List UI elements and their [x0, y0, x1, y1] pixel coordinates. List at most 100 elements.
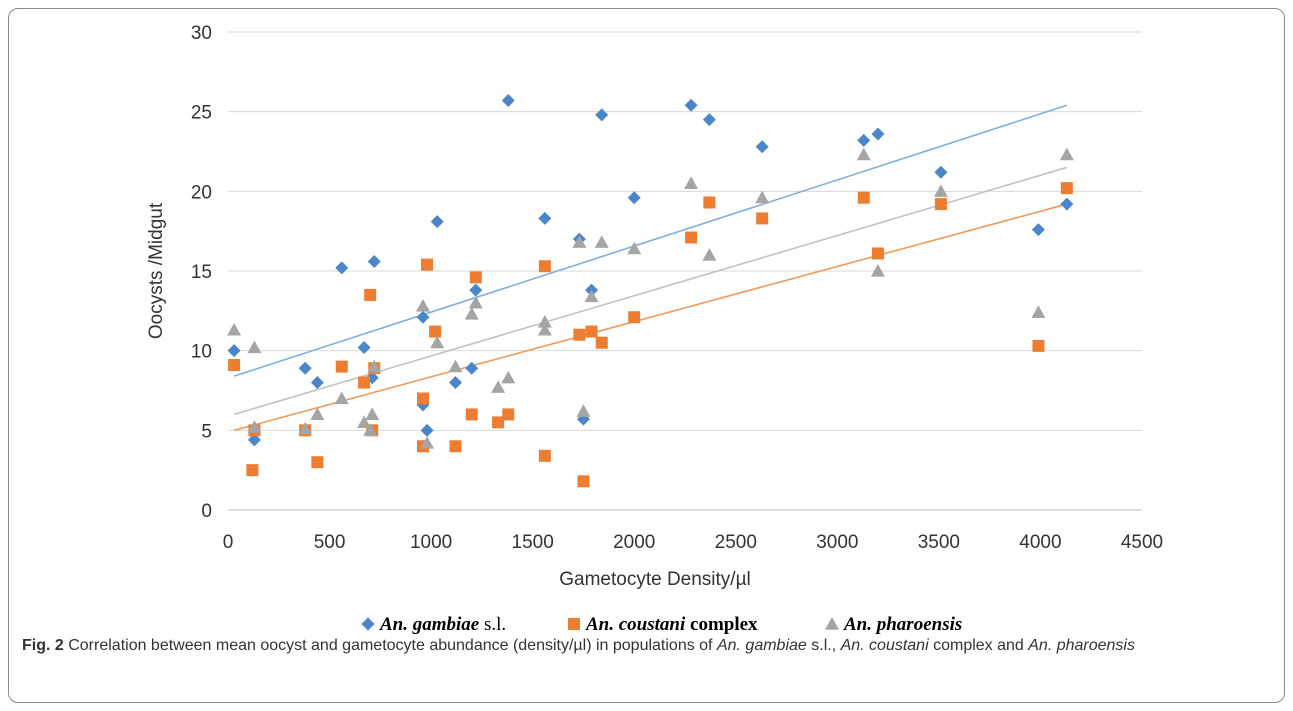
data-point: [595, 336, 608, 349]
legend-entry: An. coustani complex: [585, 614, 758, 635]
data-point: [1031, 223, 1045, 237]
data-point: [358, 376, 371, 389]
data-point: [357, 415, 372, 428]
data-point: [755, 140, 769, 154]
data-point: [684, 98, 698, 112]
data-point: [537, 314, 552, 328]
caption-text-2: s.l.,: [806, 637, 841, 654]
data-point: [573, 328, 586, 341]
data-point: [415, 299, 430, 312]
data-point: [934, 198, 947, 211]
data-point: [365, 407, 380, 420]
data-point: [585, 325, 598, 338]
legend-entry-italic: An. pharoensis: [843, 614, 962, 635]
data-point: [702, 113, 716, 127]
data-point: [357, 340, 371, 354]
data-point: [627, 191, 641, 205]
figure-frame: [8, 8, 1285, 703]
data-point: [492, 416, 505, 429]
data-point: [421, 258, 434, 271]
data-point: [363, 423, 378, 436]
data-point: [429, 325, 442, 338]
y-tick-label: 25: [191, 103, 212, 124]
data-point: [416, 310, 430, 324]
data-point: [501, 370, 516, 384]
data-point: [703, 196, 716, 209]
data-point: [335, 261, 349, 275]
data-point: [1059, 147, 1074, 161]
caption-species-3: An. pharoensis: [1028, 637, 1135, 654]
data-point: [311, 456, 324, 469]
data-point: [572, 235, 587, 248]
data-point: [684, 176, 699, 189]
data-point: [335, 360, 348, 373]
legend-entry-rest: complex: [685, 614, 758, 635]
data-point: [298, 421, 313, 435]
x-tick-label: 4000: [1019, 532, 1061, 553]
legend-marker-square: [568, 618, 580, 630]
series-1-points: [227, 94, 1074, 447]
x-tick-label: 1500: [512, 532, 554, 553]
series-2-points: [228, 182, 1073, 488]
data-point: [491, 380, 506, 393]
data-point: [430, 215, 444, 229]
data-point: [934, 165, 948, 179]
trendline-series-1: [233, 104, 1068, 377]
y-axis-title: Oocysts /Midgut: [146, 202, 167, 339]
data-point: [1031, 305, 1046, 319]
legend-entry-italic: An. gambiae: [379, 614, 480, 635]
legend-entry: An. pharoensis: [843, 614, 962, 635]
data-point: [464, 307, 479, 320]
caption-label: Fig. 2: [22, 637, 64, 654]
figure-caption: Fig. 2 Correlation between mean oocyst a…: [22, 634, 1272, 658]
data-point: [538, 211, 552, 225]
data-point: [416, 392, 429, 405]
legend-entry: An. gambiae s.l.: [379, 614, 506, 635]
data-point: [448, 359, 463, 373]
x-tick-label: 4500: [1121, 532, 1163, 553]
data-point: [247, 340, 262, 354]
caption-text-3: complex and: [928, 637, 1029, 654]
x-tick-label: 3000: [816, 532, 858, 553]
y-tick-label: 5: [201, 421, 212, 442]
data-point: [298, 361, 312, 375]
data-point: [871, 247, 884, 260]
data-point: [227, 322, 242, 336]
data-point: [933, 184, 948, 197]
data-point: [246, 464, 259, 477]
data-point: [367, 359, 382, 373]
y-tick-label: 30: [191, 23, 212, 44]
data-point: [228, 359, 241, 372]
data-point: [448, 376, 462, 390]
data-point: [538, 260, 551, 273]
data-point: [870, 264, 885, 277]
data-point: [430, 335, 445, 349]
data-point: [755, 190, 770, 204]
data-point: [469, 271, 482, 284]
data-point: [685, 231, 698, 244]
data-point: [420, 436, 435, 449]
data-point: [468, 295, 483, 309]
data-point: [367, 254, 381, 268]
data-point: [420, 423, 434, 437]
caption-species-2: An. coustani: [840, 637, 929, 654]
data-point: [756, 212, 769, 225]
data-point: [1032, 339, 1045, 352]
data-point: [247, 420, 262, 433]
data-point: [576, 404, 591, 417]
data-point: [334, 391, 349, 405]
data-point: [227, 344, 241, 358]
data-point: [702, 248, 717, 261]
x-tick-label: 2500: [715, 532, 757, 553]
data-point: [501, 94, 515, 108]
data-point: [364, 288, 377, 301]
data-point: [1060, 182, 1073, 195]
legend-marker-triangle: [825, 617, 839, 630]
y-tick-label: 0: [201, 501, 212, 522]
data-point: [584, 289, 599, 303]
x-tick-label: 3500: [918, 532, 960, 553]
y-tick-label: 15: [191, 262, 212, 283]
caption-text-1: Correlation between mean oocyst and game…: [63, 637, 717, 654]
data-point: [871, 127, 885, 141]
